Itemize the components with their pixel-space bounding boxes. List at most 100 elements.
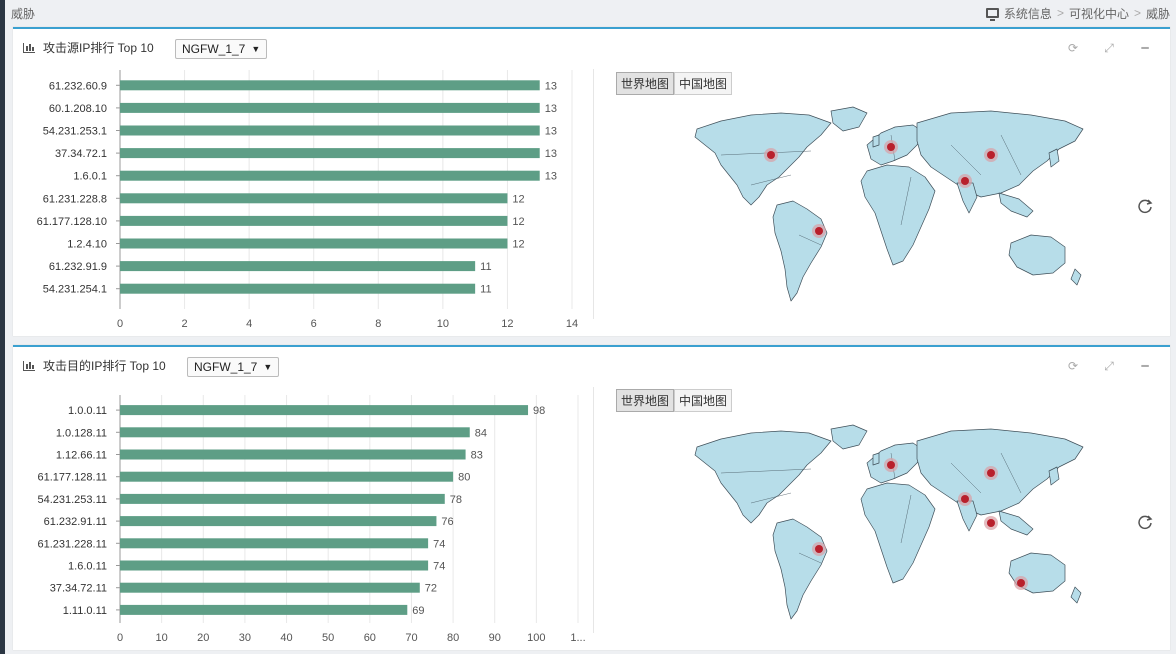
attack-marker-australia[interactable]	[1017, 579, 1025, 587]
attack-marker-india[interactable]	[961, 495, 969, 503]
minimize-icon[interactable]: ━	[1141, 359, 1149, 373]
bar-chart-icon	[23, 42, 35, 53]
bar[interactable]	[120, 471, 454, 482]
y-tick-label: 1.0.0.11	[68, 405, 107, 417]
attack-marker-europe[interactable]	[887, 461, 895, 469]
bar[interactable]	[120, 215, 508, 226]
x-tick-label: 70	[405, 632, 417, 644]
bar[interactable]	[120, 604, 408, 615]
bar[interactable]	[120, 283, 476, 294]
tab-china-map[interactable]: 中国地图	[674, 389, 733, 412]
map-refresh-icon[interactable]	[1136, 197, 1154, 215]
bar[interactable]	[120, 238, 508, 249]
bar[interactable]	[120, 449, 466, 460]
map-refresh-icon[interactable]	[1136, 513, 1154, 531]
y-tick-label: 61.177.128.11	[37, 472, 107, 484]
panel-title-text: 攻击目的IP排行 Top 10	[43, 359, 166, 373]
country-border	[720, 468, 812, 474]
continent-new-zealand[interactable]	[1070, 586, 1082, 604]
bar[interactable]	[120, 148, 540, 159]
device-select[interactable]: NGFW_1_7 ▼	[187, 357, 280, 377]
breadcrumb-item-visual-center[interactable]: 可视化中心	[1068, 6, 1129, 21]
y-tick-label: 1.11.0.11	[63, 605, 107, 617]
continent-uk[interactable]	[872, 134, 880, 148]
continent-asia[interactable]	[916, 428, 1084, 516]
continent-uk[interactable]	[872, 452, 880, 466]
x-tick-label: 30	[239, 632, 251, 644]
country-border	[750, 174, 792, 186]
y-tick-label: 61.231.228.11	[37, 538, 107, 550]
bar[interactable]	[120, 170, 540, 181]
bar[interactable]	[120, 560, 429, 571]
continent-north-america[interactable]	[694, 112, 832, 206]
data-label: 78	[450, 494, 462, 506]
attack-marker-usa[interactable]	[767, 151, 775, 159]
continent-southeast-asia[interactable]	[998, 192, 1034, 218]
country-border	[798, 234, 822, 246]
continent-southeast-asia[interactable]	[998, 510, 1034, 536]
expand-icon[interactable]: ⤢	[1104, 358, 1114, 373]
tab-world-map[interactable]: 世界地图	[616, 72, 675, 95]
world-map[interactable]	[681, 423, 1093, 629]
attack-marker-china[interactable]	[987, 469, 995, 477]
refresh-icon[interactable]: ⟳	[1067, 359, 1079, 373]
continent-greenland[interactable]	[830, 106, 868, 132]
x-tick-label: 12	[501, 318, 513, 330]
data-label: 12	[512, 239, 524, 251]
bar[interactable]	[120, 493, 445, 504]
attack-marker-india[interactable]	[961, 177, 969, 185]
breadcrumb-item-threat: 威胁	[1145, 6, 1170, 21]
divider	[593, 387, 594, 633]
bar[interactable]	[120, 405, 529, 416]
attack-marker-southeast-asia[interactable]	[987, 519, 995, 527]
data-label: 13	[545, 148, 557, 160]
continent-africa[interactable]	[860, 164, 936, 266]
continent-africa[interactable]	[860, 482, 936, 584]
continent-australia[interactable]	[1008, 234, 1066, 276]
expand-icon[interactable]: ⤢	[1104, 40, 1114, 55]
country-border	[950, 144, 982, 176]
continent-south-america[interactable]	[772, 200, 828, 302]
minimize-icon[interactable]: ━	[1141, 41, 1149, 55]
caret-down-icon: ▼	[251, 44, 261, 54]
breadcrumb-item-system[interactable]: 系统信息	[1003, 6, 1052, 21]
refresh-icon[interactable]: ⟳	[1067, 41, 1079, 55]
bar[interactable]	[120, 516, 437, 527]
panel-title: 攻击目的IP排行 Top 10	[23, 357, 166, 374]
continent-north-america[interactable]	[694, 430, 832, 524]
bar[interactable]	[120, 538, 429, 549]
attack-marker-europe[interactable]	[887, 143, 895, 151]
x-tick-label: 14	[566, 318, 578, 330]
y-tick-label: 37.34.72.1	[55, 148, 107, 160]
data-label: 13	[545, 103, 557, 115]
world-map[interactable]	[681, 105, 1093, 311]
bar[interactable]	[120, 582, 420, 593]
continent-japan[interactable]	[1048, 148, 1060, 168]
attack-marker-brazil[interactable]	[815, 545, 823, 553]
bar[interactable]	[120, 102, 540, 113]
continent-greenland[interactable]	[830, 424, 868, 450]
attack-marker-china[interactable]	[987, 151, 995, 159]
attack-marker-brazil[interactable]	[815, 227, 823, 235]
bar-chart: 0 10 20 30 40 50 60 70 80 90 100 1... 1.0.0.11 98 1.0.…	[37, 395, 586, 644]
continent-asia[interactable]	[916, 110, 1084, 198]
bar[interactable]	[120, 125, 540, 136]
bar[interactable]	[120, 261, 476, 272]
bar[interactable]	[120, 80, 540, 91]
x-tick-label: 4	[246, 318, 252, 330]
y-tick-label: 1.6.0.1	[73, 171, 107, 183]
y-tick-label: 54.231.253.1	[43, 126, 107, 138]
tab-world-map[interactable]: 世界地图	[616, 389, 675, 412]
continent-japan[interactable]	[1048, 466, 1060, 486]
bar[interactable]	[120, 427, 470, 438]
bar-chart-icon	[23, 360, 35, 371]
bar[interactable]	[120, 193, 508, 204]
continent-new-zealand[interactable]	[1070, 268, 1082, 286]
x-tick-label: 50	[322, 632, 334, 644]
continent-south-america[interactable]	[772, 518, 828, 620]
device-select[interactable]: NGFW_1_7 ▼	[175, 39, 268, 59]
tab-china-map[interactable]: 中国地图	[674, 72, 733, 95]
y-tick-label: 1.0.128.11	[56, 427, 107, 439]
device-select-value: NGFW_1_7	[194, 360, 258, 374]
x-tick-label: 0	[117, 318, 123, 330]
